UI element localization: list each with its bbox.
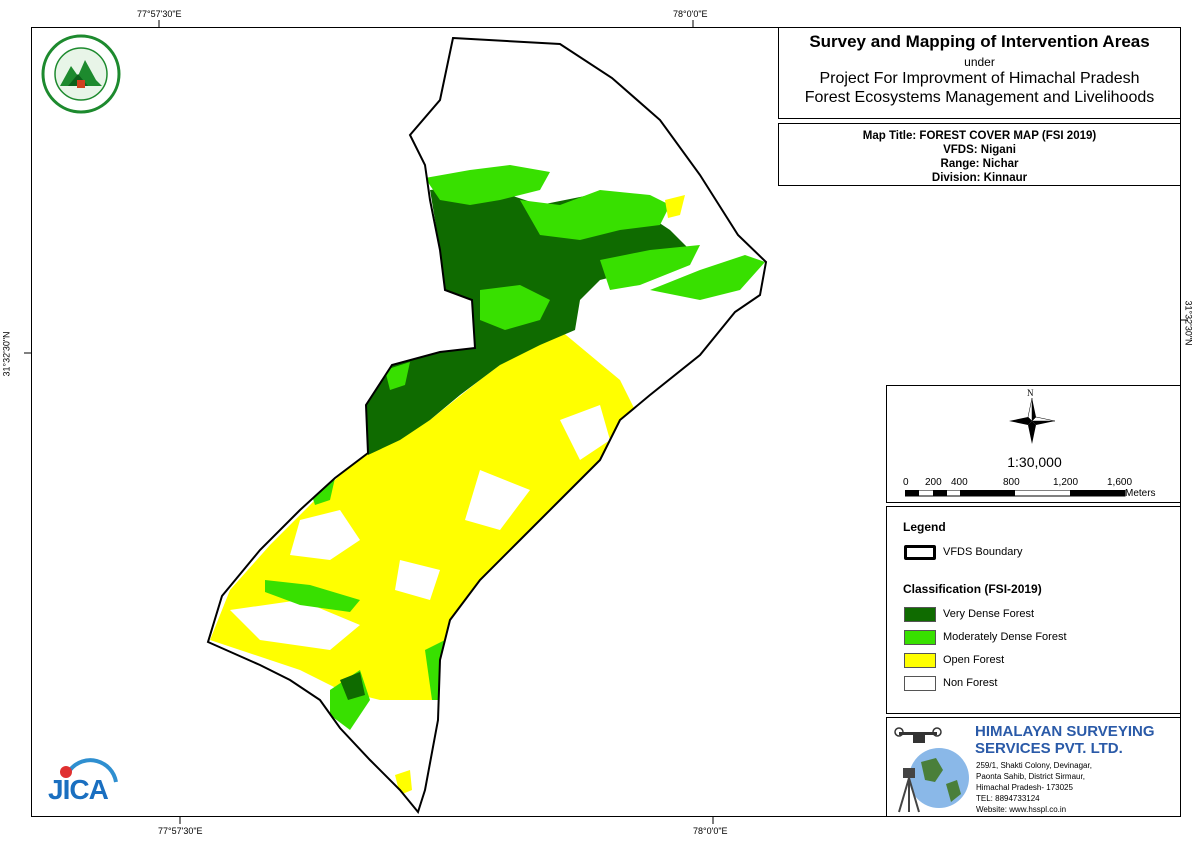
legend-boundary-swatch bbox=[904, 545, 936, 560]
legend-boundary-label: VFDS Boundary bbox=[943, 546, 1023, 558]
legend-label-non-forest: Non Forest bbox=[943, 677, 998, 689]
coord-top-right: 78°0'0"E bbox=[673, 9, 708, 19]
title-project-line1: Project For Improvment of Himachal Prade… bbox=[819, 70, 1140, 87]
moderately-dense-forest-area bbox=[600, 245, 700, 290]
company-address2: Paonta Sahib, District Sirmaur, bbox=[976, 772, 1085, 781]
moderately-dense-forest-area bbox=[480, 285, 550, 330]
non-forest-patch bbox=[290, 510, 360, 560]
open-forest-patch bbox=[395, 770, 412, 795]
coord-bottom-right: 78°0'0"E bbox=[693, 826, 728, 836]
very-dense-forest-patch bbox=[340, 672, 365, 700]
legend-swatch-non-forest bbox=[904, 676, 936, 691]
title-project-line2: Forest Ecosystems Management and Livelih… bbox=[804, 89, 1155, 106]
division-name: Division: Kinnaur bbox=[931, 172, 1028, 184]
north-label: N bbox=[1027, 388, 1034, 398]
vfds-boundary[interactable] bbox=[206, 36, 768, 815]
moderately-dense-forest-area bbox=[520, 190, 670, 240]
legend-swatch-very-dense bbox=[904, 607, 936, 622]
legend-label-very-dense: Very Dense Forest bbox=[943, 608, 1035, 620]
legend-label-moderately-dense: Moderately Dense Forest bbox=[943, 631, 1067, 643]
company-address1: 259/1, Shakti Colony, Devinagar, bbox=[976, 761, 1092, 770]
map-title: Map Title: FOREST COVER MAP (FSI 2019) bbox=[862, 130, 1097, 142]
jica-logo-text: JICA bbox=[48, 774, 109, 805]
legend-label-open: Open Forest bbox=[943, 654, 1005, 666]
legend-swatch-moderately-dense bbox=[904, 630, 936, 645]
title-main: Survey and Mapping of Intervention Areas bbox=[809, 32, 1150, 51]
company-name-line2: SERVICES PVT. LTD. bbox=[975, 740, 1123, 757]
company-address3: Himachal Pradesh- 173025 bbox=[976, 783, 1073, 792]
scale-box: N 1:30,000 0 200 400 800 1,200 1,600 Met… bbox=[886, 385, 1181, 503]
map-info-box: Map Title: FOREST COVER MAP (FSI 2019) V… bbox=[778, 123, 1181, 186]
scale-units: Meters bbox=[1125, 488, 1156, 499]
non-forest-patch bbox=[560, 405, 610, 460]
legend-heading: Legend bbox=[903, 520, 946, 534]
legend-box: Legend VFDS Boundary Classification (FSI… bbox=[886, 506, 1181, 714]
scale-tick-0: 0 bbox=[903, 477, 909, 488]
jica-logo: JICA bbox=[48, 752, 118, 810]
legend-swatch-open bbox=[904, 653, 936, 668]
vfds-name: VFDS: Nigani bbox=[943, 144, 1016, 156]
jica-logo-mark-icon bbox=[60, 758, 118, 783]
coord-top-left: 77°57'30"E bbox=[137, 9, 182, 19]
north-arrow-icon bbox=[1009, 398, 1055, 444]
company-name-line1: HIMALAYAN SURVEYING bbox=[975, 723, 1155, 740]
moderately-dense-forest-area bbox=[425, 165, 550, 205]
scale-tick-1200: 1,200 bbox=[1053, 477, 1079, 488]
himachal-forest-department-emblem-icon bbox=[41, 34, 121, 114]
title-box: Survey and Mapping of Intervention Areas… bbox=[778, 27, 1181, 119]
scale-tick-200: 200 bbox=[925, 477, 942, 488]
moderately-dense-forest-area bbox=[385, 362, 410, 390]
non-forest-patch bbox=[465, 470, 530, 530]
legend-classification-heading: Classification (FSI-2019) bbox=[903, 582, 1042, 596]
scale-tick-800: 800 bbox=[1003, 477, 1020, 488]
drone-globe-tripod-logo-icon bbox=[894, 727, 969, 813]
scale-bar bbox=[905, 490, 1126, 497]
coord-bottom-left: 77°57'30"E bbox=[158, 826, 203, 836]
company-tel: TEL: 8894733124 bbox=[976, 794, 1040, 803]
moderately-dense-forest-area bbox=[265, 580, 360, 612]
scale-tick-1600: 1,600 bbox=[1107, 477, 1133, 488]
open-forest-patch bbox=[665, 195, 685, 218]
non-forest-patch bbox=[395, 560, 440, 600]
non-forest-patch bbox=[230, 600, 360, 650]
company-box: HIMALAYAN SURVEYING SERVICES PVT. LTD. 2… bbox=[886, 717, 1181, 817]
range-name: Range: Nichar bbox=[940, 158, 1019, 170]
moderately-dense-forest-area bbox=[650, 255, 765, 300]
scale-ratio: 1:30,000 bbox=[1007, 454, 1062, 470]
scale-tick-400: 400 bbox=[951, 477, 968, 488]
company-website[interactable]: Website: www.hsspl.co.in bbox=[976, 805, 1067, 814]
title-under: under bbox=[964, 55, 995, 69]
